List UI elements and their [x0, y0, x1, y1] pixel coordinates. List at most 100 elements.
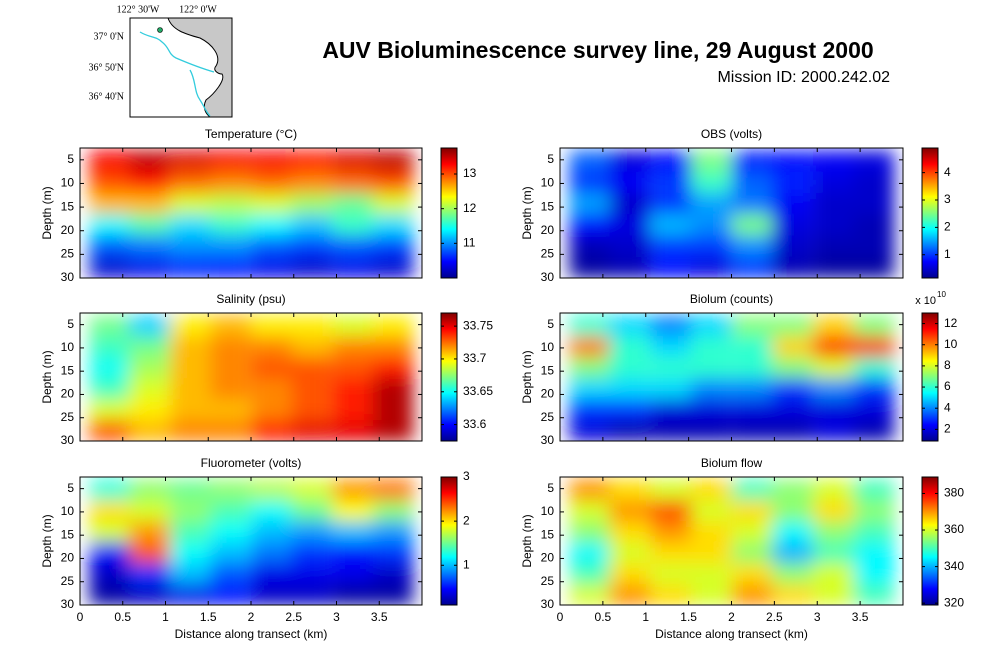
cell: [609, 399, 651, 421]
cell: [813, 563, 855, 585]
cell: [88, 479, 130, 501]
y-tick-label: 15: [541, 199, 555, 213]
cell: [609, 171, 651, 194]
colorbar-tick-label: 320: [944, 595, 964, 609]
colorbar-tick-label: 33.65: [463, 384, 493, 398]
cell: [170, 500, 211, 522]
cell: [650, 171, 692, 194]
cell: [88, 315, 130, 337]
colorbar: [440, 476, 458, 606]
cell: [251, 214, 293, 236]
cell: [569, 315, 610, 337]
cell: [372, 563, 414, 585]
colorbar: [921, 476, 939, 606]
panel-title: Fluorometer (volts): [201, 456, 302, 470]
cell: [813, 171, 855, 194]
cell: [813, 150, 855, 173]
cell: [650, 192, 692, 215]
field: [569, 315, 895, 441]
cell: [813, 336, 855, 358]
cell: [650, 150, 692, 173]
cell: [332, 479, 374, 501]
y-axis-label: Depth (m): [40, 514, 54, 567]
cell: [332, 315, 374, 337]
cell: [569, 357, 610, 379]
y-tick-label: 25: [61, 247, 75, 261]
cell: [772, 336, 814, 358]
colorbar-tick-label: 1: [944, 247, 951, 261]
cell: [650, 479, 692, 501]
cell: [772, 315, 814, 337]
cell: [129, 214, 170, 236]
colorbar-tick-label: 4: [944, 400, 951, 414]
cell: [650, 584, 692, 605]
cell: [251, 171, 293, 194]
cell: [731, 315, 773, 337]
y-tick-label: 5: [67, 152, 74, 166]
colorbar-tick-label: 2: [944, 422, 951, 436]
cell: [690, 336, 732, 358]
cell: [609, 150, 651, 173]
y-axis-label: Depth (m): [520, 186, 534, 239]
cell: [210, 399, 252, 421]
cell: [772, 235, 814, 258]
x-tick-label: 0.5: [595, 610, 612, 624]
cell: [569, 235, 610, 258]
cell: [372, 256, 414, 278]
colorbar-tick-label: 8: [944, 358, 951, 372]
x-tick-label: 3: [814, 610, 821, 624]
cell: [813, 521, 855, 543]
cell: [372, 399, 414, 421]
y-tick-label: 15: [541, 527, 555, 541]
cell: [650, 542, 692, 564]
field: [88, 479, 414, 605]
field-clip: [569, 479, 895, 605]
cell: [772, 563, 814, 585]
lat-label: 36° 40'N: [88, 91, 124, 102]
colorbar-tick-label: 1: [463, 557, 470, 571]
cell: [251, 521, 293, 543]
cell: [853, 192, 895, 215]
cell: [251, 192, 293, 215]
cell: [210, 584, 252, 605]
cell: [210, 336, 252, 358]
cell: [291, 256, 333, 278]
cell: [609, 336, 651, 358]
field: [569, 150, 895, 278]
cell: [291, 479, 333, 501]
cell: [853, 399, 895, 421]
cell: [690, 378, 732, 400]
cell: [731, 357, 773, 379]
y-tick-label: 25: [541, 574, 555, 588]
cell: [853, 500, 895, 522]
colorbar-tick-label: 33.6: [463, 417, 487, 431]
cell: [650, 399, 692, 421]
cell: [88, 378, 130, 400]
cell: [731, 192, 773, 215]
cell: [170, 399, 211, 421]
cell: [210, 214, 252, 236]
x-tick-label: 0: [557, 610, 564, 624]
cell: [772, 584, 814, 605]
panel: 0 0.5 1 1.5 2 2.5 3 3.5 5 10 15 20 25 30 Fluorometer (…: [40, 456, 470, 641]
cell: [210, 357, 252, 379]
cell: [291, 235, 333, 258]
cell: [210, 171, 252, 194]
cell: [690, 584, 732, 605]
cell: [569, 256, 610, 278]
cell: [291, 315, 333, 337]
cell: [251, 336, 293, 358]
cell: [853, 542, 895, 564]
field-clip: [88, 315, 414, 441]
field-clip: [88, 150, 414, 278]
cell: [813, 500, 855, 522]
colorbar-tick-label: 360: [944, 522, 964, 536]
cell: [170, 235, 211, 258]
cell: [129, 150, 170, 173]
cell: [129, 357, 170, 379]
cell: [813, 420, 855, 441]
cell: [129, 563, 170, 585]
cell: [251, 256, 293, 278]
cell: [372, 521, 414, 543]
